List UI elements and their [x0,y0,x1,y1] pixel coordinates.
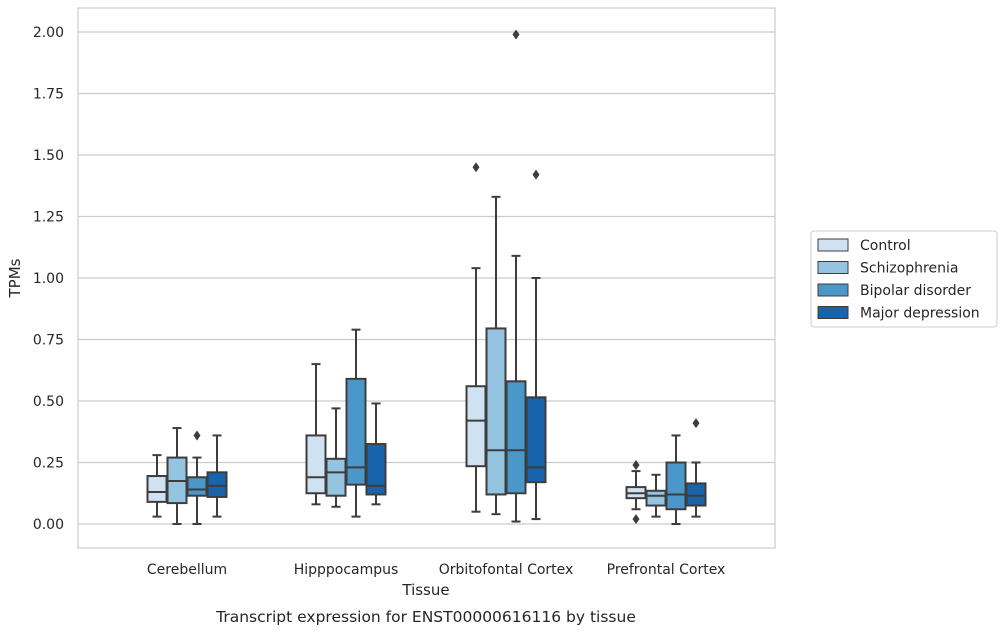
x-tick-label: Orbitofontal Cortex [439,562,574,578]
y-tick-label: 1.50 [33,148,64,164]
legend-swatch [817,283,849,297]
legend-items: Control Schizophrenia Bipolar disorder Majo… [817,238,980,322]
box-plot [465,162,487,513]
outlier-point [532,169,540,180]
y-tick-label: 0.25 [33,456,64,472]
box-plot [305,363,327,506]
legend-label: Schizophrenia [860,261,958,277]
box [525,396,547,484]
outlier-point [472,162,480,173]
box [365,443,387,496]
outlier-point [632,459,640,470]
legend-label: Bipolar disorder [860,283,971,299]
box-plot [625,459,647,525]
box [325,457,347,497]
x-tick-label: Cerebellum [147,562,227,578]
box [465,385,487,468]
box-plot [525,169,547,521]
legend-label: Major depression [860,306,980,322]
box [186,476,208,497]
y-axis-label: TPMs [6,258,24,298]
legend-swatch [817,261,849,274]
box-plot [186,430,208,525]
box [645,489,667,507]
box-plot [206,434,228,518]
box [665,461,687,511]
box-plot [345,328,367,518]
y-tick-label: 0.75 [33,333,64,349]
box [345,377,367,486]
y-tick-label: 2.00 [33,25,64,41]
outlier-point [193,430,201,441]
y-tick-label: 1.75 [33,87,64,103]
chart-title: Transcript expression for ENST0000061611… [215,608,636,626]
outlier-point [692,418,700,429]
x-tick-label: Prefrontal Cortex [607,562,726,578]
outlier-point [512,29,520,40]
legend-swatch [817,238,849,252]
x-tick-label: Hipppocampus [294,562,399,578]
box [305,434,327,495]
box-plot [645,473,667,518]
box-plot [365,402,387,506]
y-tick-label: 0.50 [33,394,64,410]
box [485,327,507,496]
legend-swatch [817,306,849,319]
outlier-point [632,514,640,525]
box-plot [146,454,168,518]
legend-frame [810,230,998,328]
y-tick-label: 1.25 [33,210,64,226]
box-layer [146,29,707,525]
x-tick-labels: Cerebellum Hipppocampus Orbitofontal Corte… [147,562,725,578]
box [146,475,168,503]
y-tick-label: 0.00 [33,517,64,533]
legend-label: Control [860,238,911,254]
box [505,380,527,495]
y-tick-label: 1.00 [33,271,64,287]
legend: Control Schizophrenia Bipolar disorder Majo… [810,230,998,328]
y-tick-labels: 0.00 0.25 0.50 0.75 1.00 1.25 1.50 1.75 2.00 [33,25,64,533]
box-plot [166,427,188,525]
box [685,482,707,507]
box [206,471,228,498]
box-plot [685,418,707,518]
x-axis-label: Tissue [401,581,449,599]
